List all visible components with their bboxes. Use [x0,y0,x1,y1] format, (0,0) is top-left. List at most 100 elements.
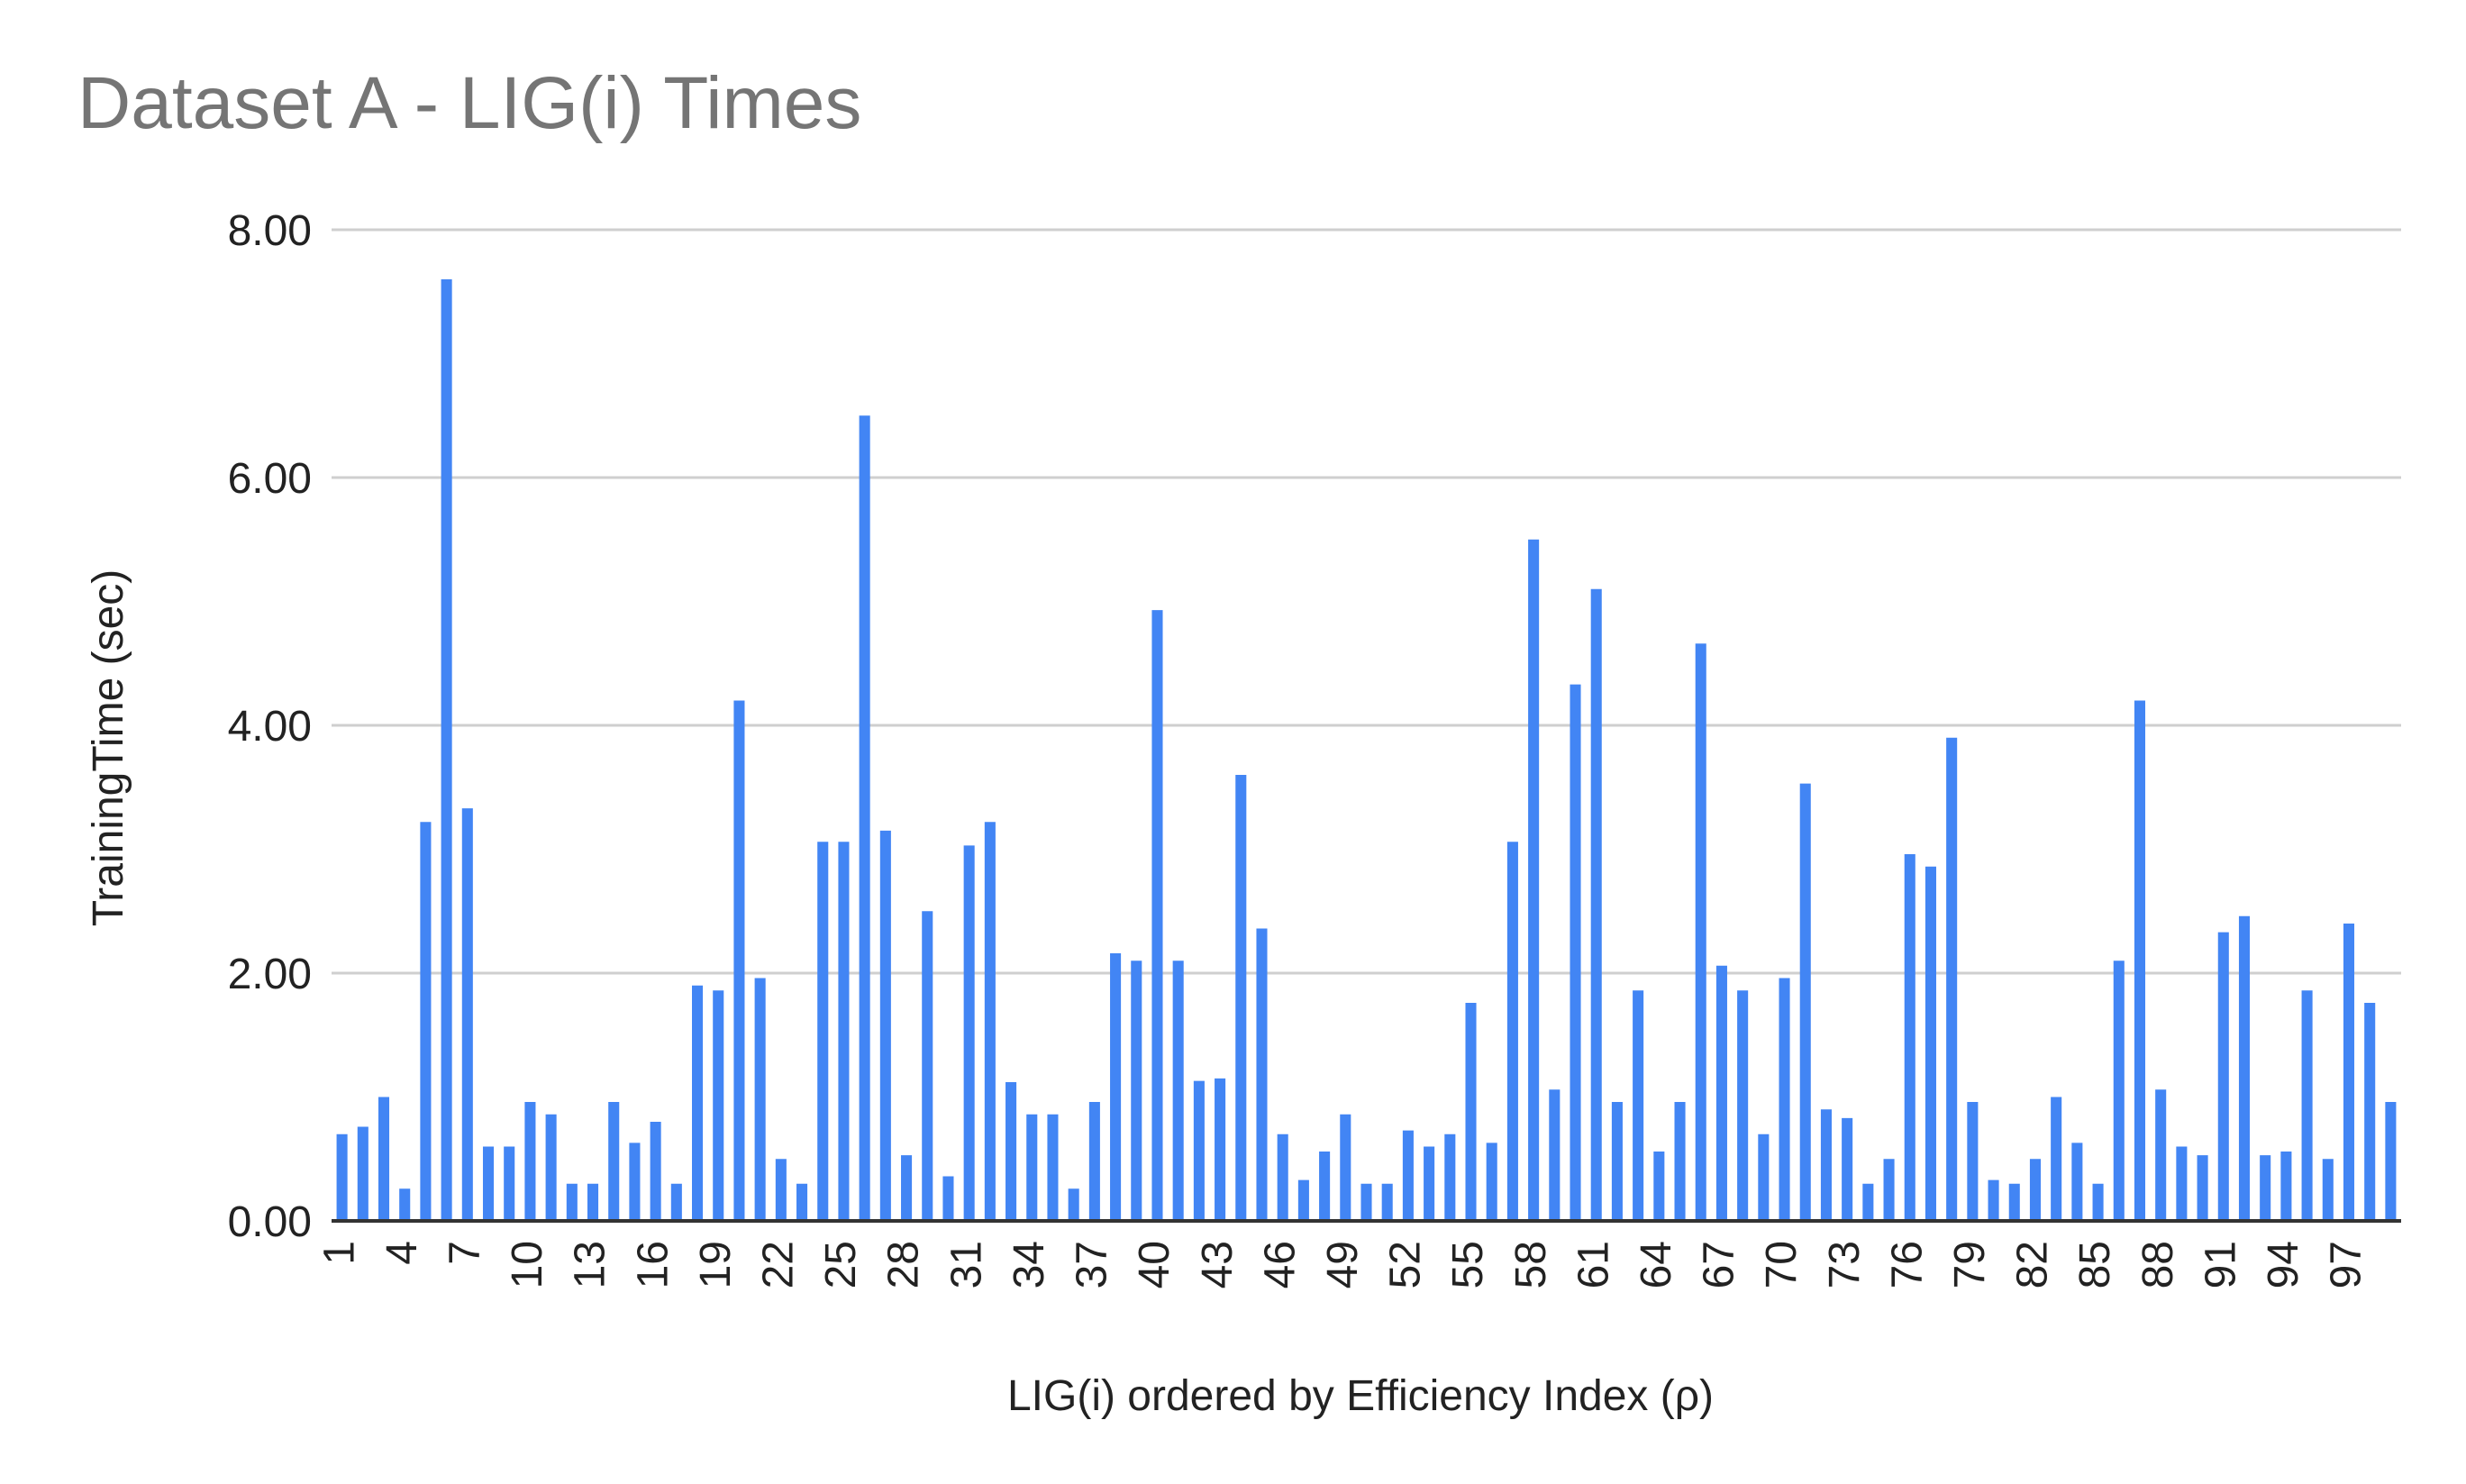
bar-88 [2155,1089,2167,1221]
bar-48 [1319,1152,1331,1221]
bars [336,279,2397,1221]
bar-29 [922,911,933,1221]
bar-26 [859,415,870,1221]
bar-60 [1570,684,1581,1221]
x-tick-label: 7 [441,1241,488,1265]
bar-97 [2343,924,2355,1221]
x-tick-label: 25 [817,1241,865,1288]
bar-23 [796,1183,808,1221]
bar-44 [1235,775,1247,1221]
bar-77 [1925,866,1936,1221]
x-tick-label: 40 [1131,1241,1178,1288]
bar-74 [1862,1183,1874,1221]
bar-96 [2322,1159,2334,1221]
bar-21 [754,978,766,1221]
bar-94 [2280,1152,2292,1221]
bar-3 [378,1097,390,1221]
y-tick-label: 4.00 [228,703,312,751]
bar-71 [1799,783,1811,1221]
bar-4 [399,1188,411,1221]
bar-67 [1715,965,1727,1221]
bar-70 [1779,978,1790,1221]
bar-15 [629,1143,641,1221]
bar-31 [963,845,975,1221]
bar-10 [524,1102,536,1221]
bar-8 [482,1146,495,1221]
bar-1 [336,1133,348,1221]
bar-81 [2008,1183,2020,1221]
bar-64 [1653,1152,1665,1221]
x-tick-label: 28 [880,1241,928,1288]
y-tick-label: 6.00 [228,455,312,503]
x-tick-label: 55 [1444,1241,1492,1288]
x-tick-label: 4 [378,1241,426,1265]
x-tick-label: 19 [692,1241,740,1288]
x-axis-title: LIG(i) ordered by Efficiency Index (ρ) [1007,1372,1714,1420]
bar-47 [1297,1179,1309,1221]
bar-59 [1549,1089,1561,1221]
x-tick-label: 70 [1758,1241,1806,1288]
x-tick-label: 34 [1006,1241,1053,1288]
bar-56 [1486,1143,1497,1221]
bar-40 [1151,610,1163,1221]
x-tick-label: 73 [1821,1241,1869,1288]
bar-58 [1528,539,1540,1221]
bar-93 [2260,1155,2271,1221]
bar-80 [1988,1179,1999,1221]
x-tick-labels: 1 4 7 10 13 16 19 22 25 28 31 34 37 40 43 46 49 52 55 58 61 6… [315,1241,2370,1288]
x-tick-label: 16 [629,1241,677,1288]
bar-25 [838,842,850,1221]
bar-39 [1131,961,1142,1221]
bar-95 [2301,990,2313,1221]
x-tick-label: 31 [942,1241,990,1288]
gridlines [332,228,2401,975]
x-tick-label: 46 [1256,1241,1304,1288]
bar-43 [1215,1078,1226,1221]
x-tick-label: 43 [1194,1241,1242,1288]
bar-85 [2092,1183,2104,1221]
bar-82 [2029,1159,2041,1221]
bar-27 [879,830,891,1221]
bar-45 [1256,928,1268,1221]
bar-98 [2364,1003,2376,1221]
bar-28 [901,1155,913,1221]
x-tick-label: 13 [567,1241,614,1288]
bar-89 [2176,1146,2188,1221]
bar-55 [1465,1003,1477,1221]
bar-11 [545,1114,557,1221]
y-tick-label: 0.00 [228,1198,312,1246]
bar-91 [2217,932,2229,1221]
bar-73 [1842,1117,1853,1221]
x-tick-label: 79 [1946,1241,1994,1288]
bar-57 [1506,842,1518,1221]
bar-32 [984,822,996,1221]
bar-53 [1424,1146,1435,1221]
bar-63 [1633,990,1644,1221]
x-tick-label: 58 [1507,1241,1555,1288]
bar-14 [608,1102,620,1221]
bar-72 [1820,1109,1832,1221]
bar-37 [1088,1102,1100,1221]
bar-38 [1110,953,1122,1221]
x-tick-label: 64 [1633,1241,1680,1288]
bar-12 [566,1183,578,1221]
x-tick-label: 22 [755,1241,803,1288]
chart-title: Dataset A - LIG(i) Times [77,62,861,144]
y-tick-labels: 0.00 2.00 4.00 6.00 8.00 [228,207,312,1246]
bar-34 [1026,1114,1038,1221]
y-tick-label: 2.00 [228,951,312,998]
bar-30 [942,1176,954,1221]
x-tick-label: 49 [1319,1241,1367,1288]
bar-24 [817,842,829,1221]
bar-16 [650,1122,661,1221]
bar-6 [441,279,452,1221]
bar-5 [420,822,432,1221]
bar-33 [1006,1082,1017,1221]
bar-54 [1444,1133,1456,1221]
x-tick-label: 1 [315,1241,363,1265]
y-axis-title: TrainingTime (sec) [85,569,132,927]
bar-36 [1068,1188,1079,1221]
x-tick-label: 61 [1570,1241,1617,1288]
y-tick-label: 8.00 [228,207,312,255]
bar-84 [2071,1143,2083,1221]
